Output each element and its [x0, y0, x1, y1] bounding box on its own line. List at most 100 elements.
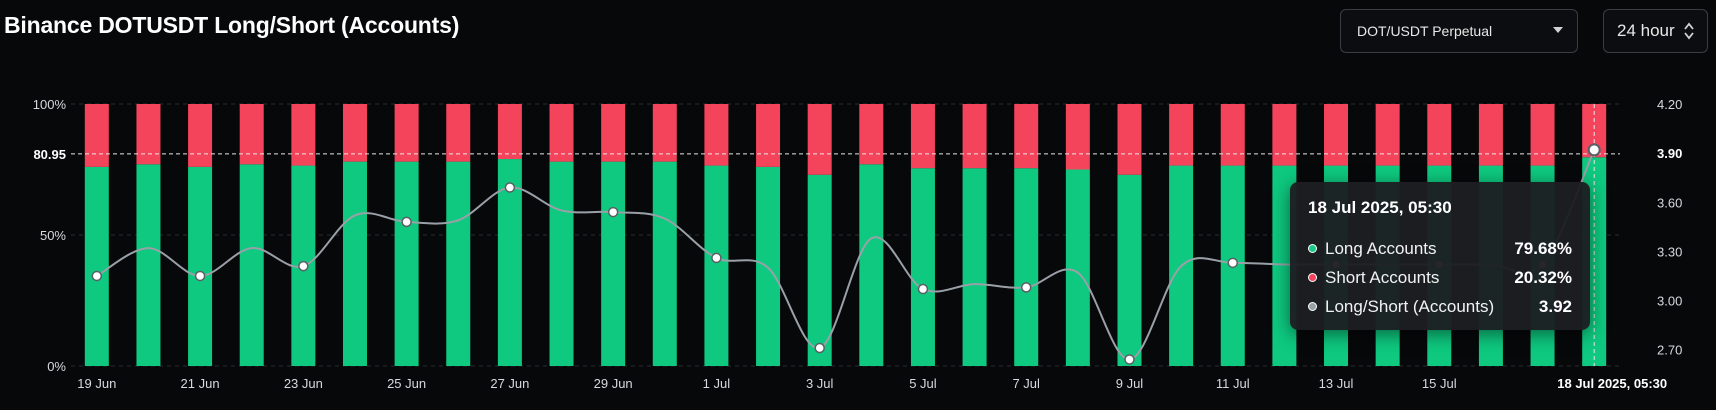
bar-short	[652, 104, 677, 162]
bar-short	[807, 104, 832, 175]
bar-long	[394, 161, 419, 366]
bar-short	[136, 104, 161, 165]
bar-short	[497, 104, 522, 160]
bar-short	[188, 104, 213, 167]
bar-long	[601, 161, 626, 366]
bar-short	[1375, 104, 1400, 166]
bar-short	[1014, 104, 1039, 169]
bar-long	[497, 159, 522, 366]
bar-short	[1169, 104, 1194, 166]
bar-long	[652, 161, 677, 366]
bar-long	[446, 161, 471, 366]
bar-short	[239, 104, 264, 165]
bar-long	[704, 165, 729, 366]
sort-arrows-icon	[1684, 22, 1694, 40]
x-tick: 15 Jul	[1422, 376, 1457, 391]
bar-long	[239, 164, 264, 366]
bar-short	[910, 104, 935, 169]
bar-short	[1065, 104, 1090, 170]
tooltip-row-long: Long Accounts 79.68%	[1308, 234, 1572, 263]
y-right-tick: 3.30	[1657, 244, 1682, 259]
bar-long	[1065, 169, 1090, 366]
bar-long	[136, 164, 161, 366]
x-tick: 7 Jul	[1012, 376, 1040, 391]
x-tick: 25 Jun	[387, 376, 426, 391]
bar-long	[1014, 168, 1039, 366]
x-tick: 13 Jul	[1319, 376, 1354, 391]
tooltip-label: Long/Short (Accounts)	[1325, 296, 1495, 316]
range-select[interactable]: 24 hour	[1603, 9, 1708, 53]
bar-long	[84, 166, 109, 366]
x-tick: 3 Jul	[806, 376, 834, 391]
bar-short	[1272, 104, 1297, 166]
bar-long	[859, 164, 884, 366]
tooltip-title: 18 Jul 2025, 05:30	[1308, 198, 1452, 217]
ratio-point	[1020, 282, 1032, 293]
x-tick: 19 Jun	[77, 376, 116, 391]
bar-short	[1530, 104, 1555, 166]
bar-long	[807, 174, 832, 366]
y-right-tick: 2.70	[1657, 343, 1682, 358]
symbol-select-label: DOT/USDT Perpetual	[1357, 23, 1493, 39]
bar-long	[910, 168, 935, 366]
bar-short	[1427, 104, 1452, 166]
bar-short	[1324, 104, 1349, 166]
tooltip-value: 79.68%	[1514, 238, 1572, 258]
tooltip-value: 20.32%	[1514, 267, 1572, 287]
bar-short	[1117, 104, 1142, 175]
bar-short	[394, 104, 419, 162]
ratio-point	[298, 260, 309, 272]
ratio-point	[711, 252, 722, 264]
ratio-dot-icon	[1308, 302, 1317, 311]
ratio-point	[917, 283, 929, 295]
bar-short	[84, 104, 109, 167]
y-left-tick: 0%	[47, 359, 66, 374]
tooltip-value: 3.92	[1538, 296, 1572, 316]
ratio-point	[607, 206, 619, 218]
ratio-point-active	[1587, 143, 1601, 157]
bar-long	[1117, 174, 1142, 366]
bar-short	[549, 104, 574, 162]
x-tick: 27 Jun	[490, 376, 529, 391]
tooltip-row-ratio: Long/Short (Accounts) 3.92	[1308, 292, 1572, 321]
short-dot-icon	[1308, 273, 1317, 282]
bar-short	[601, 104, 626, 162]
bar-short	[1220, 104, 1245, 166]
range-select-label: 24 hour	[1617, 21, 1675, 40]
ratio-point	[194, 270, 206, 282]
bar-short	[342, 104, 367, 162]
ratio-point	[1227, 257, 1238, 269]
ratio-point	[504, 182, 516, 193]
bar-long	[549, 161, 574, 366]
chevron-down-icon	[1553, 27, 1563, 33]
bar-short	[962, 104, 987, 169]
x-tick: 29 Jun	[594, 376, 633, 391]
ratio-point	[814, 342, 825, 354]
hover-tooltip: 18 Jul 2025, 05:30 Long Accounts 79.68% …	[1290, 182, 1590, 330]
x-tick: 21 Jun	[181, 376, 220, 391]
x-tick: 5 Jul	[909, 376, 937, 391]
y-left-tick: 100%	[33, 97, 67, 112]
bar-short	[446, 104, 471, 162]
tooltip-label: Short Accounts	[1325, 267, 1440, 287]
y-right-tick: 3.00	[1657, 294, 1682, 309]
ratio-point	[401, 216, 412, 228]
page-title: Binance DOTUSDT Long/Short (Accounts)	[4, 12, 460, 38]
bar-short	[704, 104, 729, 166]
x-hover-label: 18 Jul 2025, 05:30	[1557, 376, 1667, 391]
bar-long	[342, 161, 367, 366]
x-tick: 11 Jul	[1216, 376, 1250, 391]
y-right-tick: 3.60	[1657, 195, 1682, 210]
bar-short	[859, 104, 884, 165]
x-tick: 23 Jun	[284, 376, 323, 391]
x-tick: 9 Jul	[1116, 376, 1144, 391]
ratio-point	[91, 270, 103, 282]
y-left-tick: 50%	[40, 228, 66, 243]
bar-short	[1478, 104, 1503, 166]
ratio-point	[1124, 354, 1135, 365]
y-left-tick: 80.95	[33, 147, 66, 162]
bar-long	[188, 166, 213, 366]
x-tick: 1 Jul	[703, 376, 731, 391]
symbol-select[interactable]: DOT/USDT Perpetual	[1340, 9, 1578, 53]
bar-long	[962, 168, 987, 366]
